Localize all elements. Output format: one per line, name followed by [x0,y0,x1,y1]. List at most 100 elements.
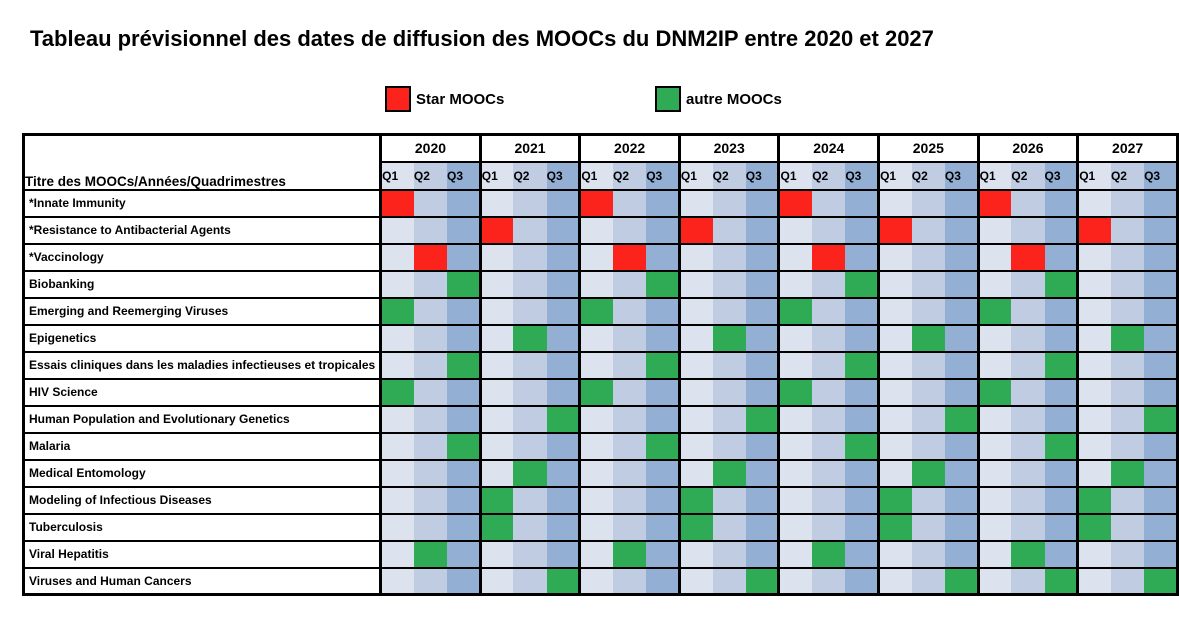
quarter-cell [413,269,448,298]
quarter-cell [578,485,614,514]
scheduled-cell [845,269,879,298]
legend-label-autre-moocs: autre MOOCs [686,90,782,108]
quarter-cell [777,323,813,352]
quarter-cell [944,242,979,271]
quarter-cell [911,296,945,325]
quarter-cell [877,431,912,460]
quarter-cell [646,215,680,244]
scheduled-cell [1011,539,1045,568]
quarter-cell [513,404,547,433]
scheduled-cell [379,296,414,325]
scheduled-cell [712,323,746,352]
quarter-cell [478,242,514,271]
scheduled-cell [1011,242,1045,271]
row-label: *Resistance to Antibacterial Agents [23,215,383,244]
quarter-header: Q1 [379,161,414,191]
quarter-cell [745,269,779,298]
quarter-cell [447,323,481,352]
quarter-cell [613,566,647,595]
quarter-cell [845,188,879,217]
quarter-cell [845,512,879,541]
quarter-cell [478,188,514,217]
quarter-cell [745,215,779,244]
scheduled-cell [546,404,580,433]
scheduled-cell [1044,566,1078,595]
quarter-cell [812,377,846,406]
quarter-cell [745,512,779,541]
year-header: 2026 [976,134,1078,163]
scheduled-cell [877,485,912,514]
table-header: Titre des MOOCs/Années/Quadrimestres 2020… [23,134,1178,191]
quarter-cell [513,485,547,514]
corner-header: Titre des MOOCs/Années/Quadrimestres [23,134,383,191]
quarter-cell [413,404,448,433]
row-label: Medical Entomology [23,458,383,487]
quarter-cell [944,350,979,379]
mooc-row: Tuberculosis [23,512,1178,541]
quarter-cell [812,215,846,244]
quarter-cell [447,458,481,487]
quarter-cell [478,350,514,379]
row-label: Essais cliniques dans les maladies infec… [23,350,383,379]
quarter-cell [513,215,547,244]
scheduled-cell [712,458,746,487]
scheduled-cell [478,512,514,541]
quarter-cell [677,350,713,379]
quarter-cell [646,296,680,325]
quarter-cell [944,431,979,460]
quarter-cell [911,485,945,514]
quarter-cell [712,215,746,244]
scheduled-cell [1144,404,1178,433]
quarter-cell [976,350,1012,379]
quarter-cell [613,485,647,514]
quarter-cell [677,404,713,433]
star-moocs-color-swatch [385,86,411,112]
quarter-cell [877,296,912,325]
quarter-cell [447,242,481,271]
legend-item-autre-moocs: autre MOOCs [655,86,782,112]
scheduled-cell [677,215,713,244]
quarter-cell [712,242,746,271]
quarter-cell [845,242,879,271]
quarter-cell [513,431,547,460]
quarter-cell [877,188,912,217]
quarter-cell [877,566,912,595]
quarter-cell [812,296,846,325]
scheduled-cell [944,404,979,433]
quarter-cell [447,296,481,325]
scheduled-cell [646,350,680,379]
quarter-cell [613,296,647,325]
quarter-cell [812,323,846,352]
quarter-cell [1110,188,1145,217]
quarter-cell [745,458,779,487]
quarter-cell [578,431,614,460]
quarter-cell [1044,458,1078,487]
quarter-cell [578,566,614,595]
quarter-cell [578,512,614,541]
quarter-cell [646,242,680,271]
quarter-cell [578,215,614,244]
quarter-cell [1144,242,1178,271]
quarter-cell [1144,269,1178,298]
quarter-cell [447,566,481,595]
scheduled-cell [877,512,912,541]
quarter-cell [646,485,680,514]
quarter-cell [1044,512,1078,541]
legend-item-star-moocs: Star MOOCs [385,86,504,112]
scheduled-cell [646,431,680,460]
scheduled-cell [777,188,813,217]
quarter-cell [546,512,580,541]
quarter-cell [944,323,979,352]
quarter-cell [1144,512,1178,541]
scheduled-cell [478,485,514,514]
quarter-cell [379,404,414,433]
scheduled-cell [613,242,647,271]
quarter-cell [976,539,1012,568]
quarter-cell [1011,188,1045,217]
quarter-cell [877,350,912,379]
autre-moocs-color-swatch [655,86,681,112]
quarter-cell [447,188,481,217]
quarter-cell [447,512,481,541]
row-label: Epigenetics [23,323,383,352]
